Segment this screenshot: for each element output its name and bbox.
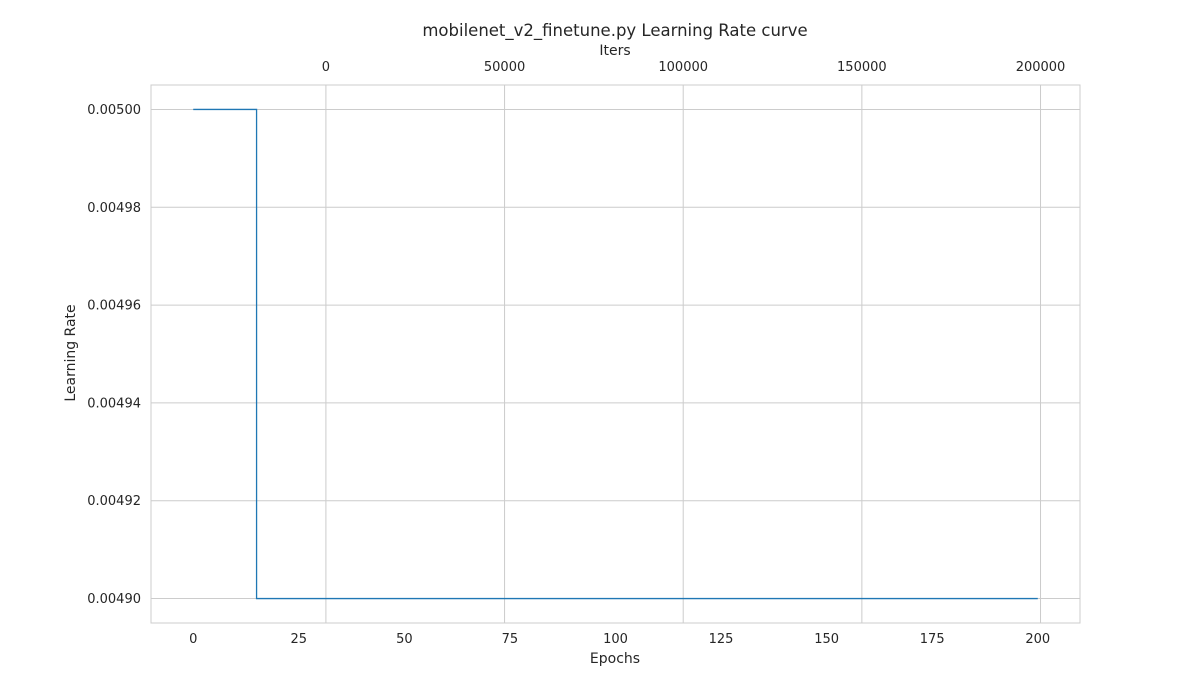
grid-layer: [151, 85, 1080, 623]
chart-title: mobilenet_v2_finetune.py Learning Rate c…: [422, 21, 807, 41]
x-tick-label: 75: [502, 632, 519, 647]
x-tick-label: 0: [189, 632, 197, 647]
y-tick-label: 0.00492: [87, 494, 141, 509]
y-tick-label: 0.00496: [87, 299, 141, 314]
x-axis-label: Epochs: [590, 651, 640, 667]
x-tick-label: 25: [291, 632, 308, 647]
y-tick-label: 0.00494: [87, 396, 141, 411]
y-axis-label: Learning Rate: [63, 304, 79, 401]
tick-layer: 0 25 50 75 100 125 150 175 200 0 50000 100000 150000…: [87, 60, 1065, 647]
top-tick-label: 200000: [1016, 60, 1066, 75]
top-tick-label: 100000: [658, 60, 708, 75]
x-tick-label: 150: [814, 632, 839, 647]
y-tick-label: 0.00500: [87, 103, 141, 118]
plot-frame: [150, 84, 1081, 624]
series-layer: [193, 108, 1038, 600]
x-tick-label: 50: [396, 632, 413, 647]
top-tick-label: 0: [322, 60, 330, 75]
y-tick-label: 0.00498: [87, 201, 141, 216]
top-tick-label: 150000: [837, 60, 887, 75]
top-tick-label: 50000: [484, 60, 525, 75]
x-tick-label: 200: [1025, 632, 1050, 647]
learning-rate-line: [193, 108, 1038, 600]
x-tick-label: 175: [920, 632, 945, 647]
top-axis-label: Iters: [599, 43, 630, 59]
y-tick-label: 0.00490: [87, 592, 141, 607]
x-tick-label: 125: [709, 632, 734, 647]
x-tick-label: 100: [603, 632, 628, 647]
